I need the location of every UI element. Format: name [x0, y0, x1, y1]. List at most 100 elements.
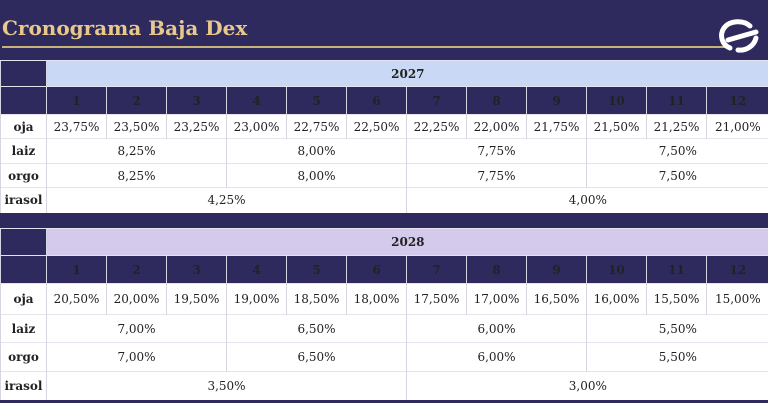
table-row-maiz: laiz 7,00% 6,50% 6,00% 5,50% — [0, 314, 768, 343]
rate-cell: 4,25% — [46, 187, 407, 213]
crop-label: oja — [0, 283, 47, 315]
table-row-soja: oja 23,75% 23,50% 23,25% 23,00% 22,75% 2… — [0, 114, 768, 139]
rate-cell: 23,50% — [106, 114, 167, 139]
crop-label: irasol — [0, 371, 47, 400]
rate-cell: 21,25% — [646, 114, 707, 139]
rate-cell: 16,00% — [586, 283, 647, 315]
rate-cell: 21,75% — [526, 114, 587, 139]
table-row-girasol: irasol 3,50% 3,00% — [0, 371, 768, 400]
month-header: 9 — [526, 86, 587, 115]
rate-cell: 8,25% — [46, 163, 227, 188]
month-header: 9 — [526, 255, 587, 284]
rate-cell: 5,50% — [585, 342, 768, 372]
rate-cell: 22,50% — [346, 114, 407, 139]
rate-cell: 3,00% — [405, 371, 768, 400]
rate-cell: 7,50% — [585, 163, 768, 188]
rate-cell: 6,50% — [226, 314, 407, 343]
rate-cell: 7,00% — [46, 342, 227, 372]
crop-label: laiz — [0, 314, 47, 343]
month-header: 2 — [106, 255, 167, 284]
rate-cell: 15,00% — [705, 283, 768, 315]
month-header: 5 — [286, 255, 347, 284]
rate-cell: 23,25% — [166, 114, 227, 139]
rate-cell: 7,75% — [406, 138, 587, 164]
month-header: 4 — [226, 255, 287, 284]
rate-cell: 21,50% — [586, 114, 647, 139]
crop-label: oja — [0, 114, 47, 139]
month-header: 10 — [586, 255, 647, 284]
rate-cell: 8,00% — [226, 163, 407, 188]
month-header: 11 — [646, 255, 707, 284]
corner-cell — [0, 255, 47, 284]
month-header: 12 — [705, 86, 768, 115]
month-header: 4 — [226, 86, 287, 115]
corner-cell — [0, 228, 47, 256]
corner-cell — [0, 86, 47, 115]
rate-cell: 20,50% — [46, 283, 107, 315]
rate-cell: 20,00% — [106, 283, 167, 315]
month-header: 10 — [586, 86, 647, 115]
swirl-logo-icon — [719, 19, 759, 53]
table-row-sorgo: orgo 7,00% 6,50% 6,00% 5,50% — [0, 342, 768, 372]
header: Cronograma Baja Dex — [0, 0, 768, 58]
rate-cell: 22,00% — [466, 114, 527, 139]
rate-cell: 7,75% — [406, 163, 587, 188]
rate-cell: 6,00% — [406, 342, 587, 372]
crop-label: laiz — [0, 138, 47, 164]
rate-cell: 5,50% — [585, 314, 768, 343]
rate-cell: 17,50% — [406, 283, 467, 315]
month-header-row: 1 2 3 4 5 6 7 8 9 10 11 12 — [0, 255, 768, 284]
schedule-table-2027: 2027 1 2 3 4 5 6 7 8 9 10 11 12 oja 23,7… — [0, 60, 768, 213]
rate-cell: 7,00% — [46, 314, 227, 343]
rate-cell: 16,50% — [526, 283, 587, 315]
month-header: 5 — [286, 86, 347, 115]
crop-label: irasol — [0, 187, 47, 213]
month-header: 6 — [346, 86, 407, 115]
month-header: 8 — [466, 255, 527, 284]
page-title: Cronograma Baja Dex — [2, 16, 248, 40]
year-label: 2027 — [45, 60, 768, 87]
month-header: 7 — [406, 86, 467, 115]
year-label: 2028 — [45, 228, 768, 256]
month-header: 8 — [466, 86, 527, 115]
schedule-table-2028: 2028 1 2 3 4 5 6 7 8 9 10 11 12 oja 20,5… — [0, 228, 768, 400]
rate-cell: 6,00% — [406, 314, 587, 343]
month-header: 7 — [406, 255, 467, 284]
rate-cell: 8,00% — [226, 138, 407, 164]
rate-cell: 8,25% — [46, 138, 227, 164]
crop-label: orgo — [0, 163, 47, 188]
month-header: 2 — [106, 86, 167, 115]
month-header-row: 1 2 3 4 5 6 7 8 9 10 11 12 — [0, 86, 768, 115]
month-header: 3 — [166, 255, 227, 284]
rate-cell: 19,50% — [166, 283, 227, 315]
table-row-girasol: irasol 4,25% 4,00% — [0, 187, 768, 213]
month-header: 12 — [705, 255, 768, 284]
year-row: 2027 — [0, 60, 768, 87]
title-divider — [2, 46, 728, 48]
rate-cell: 4,00% — [405, 187, 768, 213]
rate-cell: 22,75% — [286, 114, 347, 139]
year-row: 2028 — [0, 228, 768, 256]
crop-label: orgo — [0, 342, 47, 372]
month-header: 3 — [166, 86, 227, 115]
table-row-soja: oja 20,50% 20,00% 19,50% 19,00% 18,50% 1… — [0, 283, 768, 315]
month-header: 11 — [646, 86, 707, 115]
table-row-sorgo: orgo 8,25% 8,00% 7,75% 7,50% — [0, 163, 768, 188]
rate-cell: 23,75% — [46, 114, 107, 139]
rate-cell: 22,25% — [406, 114, 467, 139]
rate-cell: 17,00% — [466, 283, 527, 315]
month-header: 1 — [46, 255, 107, 284]
rate-cell: 18,00% — [346, 283, 407, 315]
corner-cell — [0, 60, 47, 87]
rate-cell: 19,00% — [226, 283, 287, 315]
rate-cell: 7,50% — [585, 138, 768, 164]
rate-cell: 23,00% — [226, 114, 287, 139]
month-header: 1 — [46, 86, 107, 115]
month-header: 6 — [346, 255, 407, 284]
rate-cell: 3,50% — [46, 371, 407, 400]
rate-cell: 6,50% — [226, 342, 407, 372]
rate-cell: 18,50% — [286, 283, 347, 315]
table-row-maiz: laiz 8,25% 8,00% 7,75% 7,50% — [0, 138, 768, 164]
rate-cell: 15,50% — [646, 283, 707, 315]
rate-cell: 21,00% — [705, 114, 768, 139]
